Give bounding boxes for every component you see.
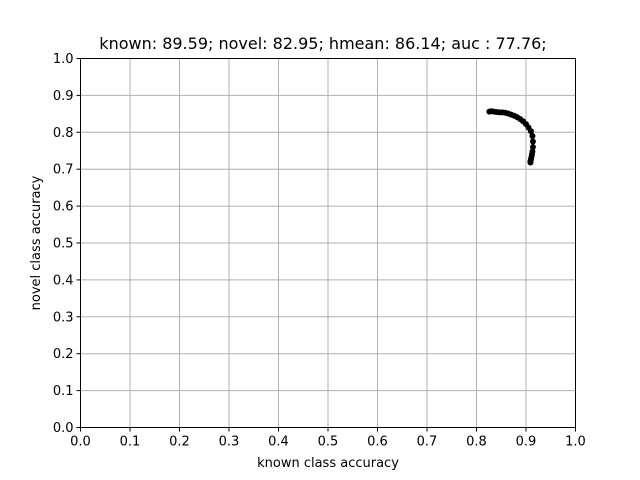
x-tick-label: 0.7: [417, 435, 438, 450]
data-point: [527, 128, 534, 135]
y-tick-label: 0.2: [53, 347, 74, 362]
x-tick-label: 0.9: [516, 435, 537, 450]
x-axis-label: known class accuracy: [257, 456, 399, 471]
y-tick-label: 0.6: [53, 200, 74, 215]
y-tick-label: 0.7: [53, 163, 74, 178]
x-tick-label: 1.0: [565, 435, 586, 450]
x-tick-label: 0.0: [70, 435, 91, 450]
chart-title: known: 89.59; novel: 82.95; hmean: 86.14…: [99, 34, 546, 53]
axis-ticks: 0.0 0.1 0.2 0.3 0.4 0.5 0.6 0.7 0.8 0.9 1.0 0.0 0.1 0…: [53, 52, 586, 450]
x-tick-label: 0.1: [120, 435, 141, 450]
y-tick-label: 0.0: [53, 421, 74, 436]
x-tick-label: 0.4: [268, 435, 289, 450]
x-tick-label: 0.2: [169, 435, 190, 450]
x-tick-label: 0.5: [318, 435, 339, 450]
y-tick-label: 0.4: [53, 273, 74, 288]
y-tick-label: 0.5: [53, 237, 74, 252]
y-tick-label: 0.9: [53, 89, 74, 104]
x-tick-label: 0.8: [466, 435, 487, 450]
y-tick-label: 0.8: [53, 126, 74, 141]
data-point: [527, 159, 534, 166]
x-tick-label: 0.6: [367, 435, 388, 450]
y-tick-label: 1.0: [53, 52, 74, 67]
x-tick-label: 0.3: [219, 435, 240, 450]
data-point: [529, 144, 536, 151]
data-point: [529, 132, 536, 139]
y-axis-label: novel class accuracy: [29, 175, 44, 310]
y-tick-label: 0.3: [53, 310, 74, 325]
plot-series: [486, 108, 536, 166]
data-point: [529, 138, 536, 145]
y-tick-label: 0.1: [53, 384, 74, 399]
